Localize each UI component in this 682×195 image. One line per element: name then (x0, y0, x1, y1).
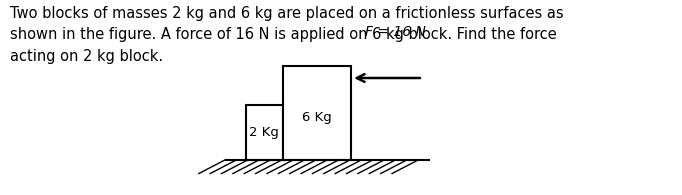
Text: Two blocks of masses 2 kg and 6 kg are placed on a frictionless surfaces as
show: Two blocks of masses 2 kg and 6 kg are p… (10, 6, 564, 64)
Text: F = 16 N: F = 16 N (365, 25, 426, 39)
Text: 6 Kg: 6 Kg (302, 111, 332, 124)
Text: 2 Kg: 2 Kg (250, 126, 279, 139)
Bar (246, 105, 283, 160)
Bar (283, 66, 351, 160)
